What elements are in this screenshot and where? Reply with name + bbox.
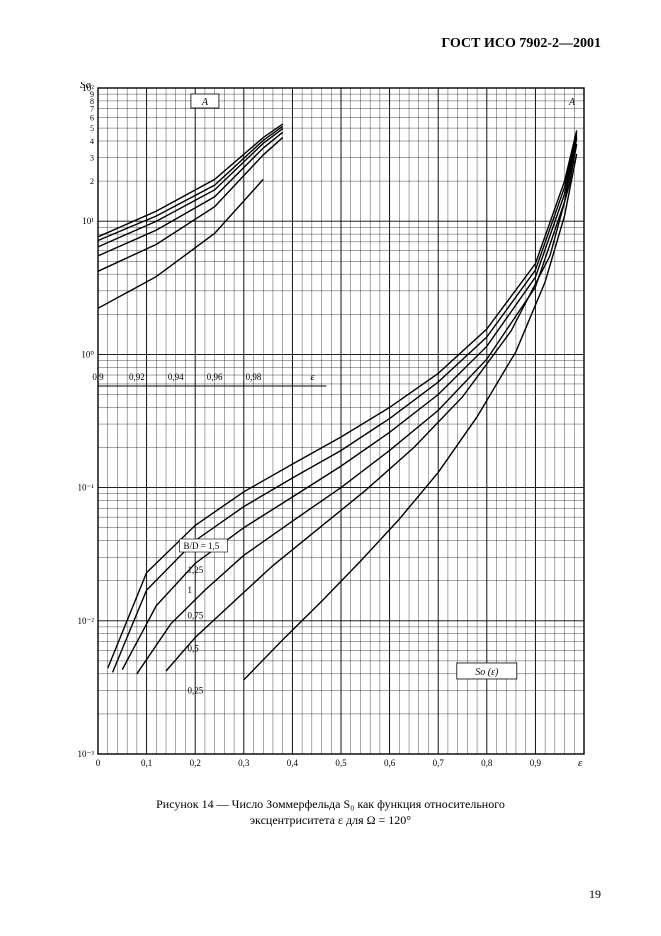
sommerfeld-chart: 0 0,1 0,2 0,3 0,4 0,5 0,6 0,7 0,8 0,9 ε 10⁻³ 10⁻² 10⁻… [68, 82, 590, 774]
svg-text:0,96: 0,96 [207, 372, 223, 382]
svg-text:ε: ε [310, 371, 315, 383]
svg-text:5: 5 [90, 124, 94, 133]
svg-text:B/D = 1,5: B/D = 1,5 [183, 541, 219, 551]
svg-text:0,3: 0,3 [238, 758, 250, 768]
page-number: 19 [589, 887, 601, 902]
svg-text:4: 4 [90, 137, 94, 146]
svg-text:1,25: 1,25 [187, 565, 203, 575]
svg-text:0,6: 0,6 [384, 758, 396, 768]
svg-text:A: A [201, 97, 209, 108]
svg-text:0,25: 0,25 [187, 685, 203, 695]
svg-text:7: 7 [90, 105, 94, 114]
svg-text:ε: ε [578, 757, 583, 769]
svg-text:10⁰: 10⁰ [81, 349, 94, 359]
svg-text:0,98: 0,98 [246, 372, 262, 382]
svg-text:0,5: 0,5 [335, 758, 347, 768]
svg-text:0,94: 0,94 [168, 372, 184, 382]
svg-text:0,92: 0,92 [129, 372, 145, 382]
svg-text:0,2: 0,2 [190, 758, 201, 768]
svg-text:1: 1 [187, 585, 192, 595]
svg-text:6: 6 [90, 114, 94, 123]
svg-text:10⁻¹: 10⁻¹ [78, 483, 95, 493]
caption-line2: эксцентриситета ε для Ω = 120° [250, 813, 411, 827]
svg-text:0,9: 0,9 [92, 372, 104, 382]
svg-text:2: 2 [90, 177, 94, 186]
svg-text:So: So [80, 82, 92, 91]
svg-text:0,5: 0,5 [187, 643, 199, 653]
svg-text:3: 3 [90, 154, 94, 163]
svg-text:10⁻²: 10⁻² [78, 616, 95, 626]
svg-text:10¹: 10¹ [82, 216, 94, 226]
svg-text:So (ε): So (ε) [475, 667, 499, 678]
caption-line1: Рисунок 14 — Число Зоммерфельда S₀ как ф… [156, 797, 505, 811]
figure-caption: Рисунок 14 — Число Зоммерфельда S₀ как ф… [0, 796, 661, 828]
svg-text:0,1: 0,1 [141, 758, 152, 768]
svg-text:0,4: 0,4 [287, 758, 299, 768]
svg-text:0,75: 0,75 [187, 610, 203, 620]
svg-text:0,8: 0,8 [481, 758, 493, 768]
svg-text:10⁻³: 10⁻³ [78, 749, 95, 759]
svg-text:A: A [568, 97, 576, 108]
svg-text:0,7: 0,7 [433, 758, 445, 768]
svg-text:0,9: 0,9 [530, 758, 542, 768]
svg-text:0: 0 [96, 758, 101, 768]
document-header: ГОСТ ИСО 7902-2—2001 [441, 36, 601, 52]
